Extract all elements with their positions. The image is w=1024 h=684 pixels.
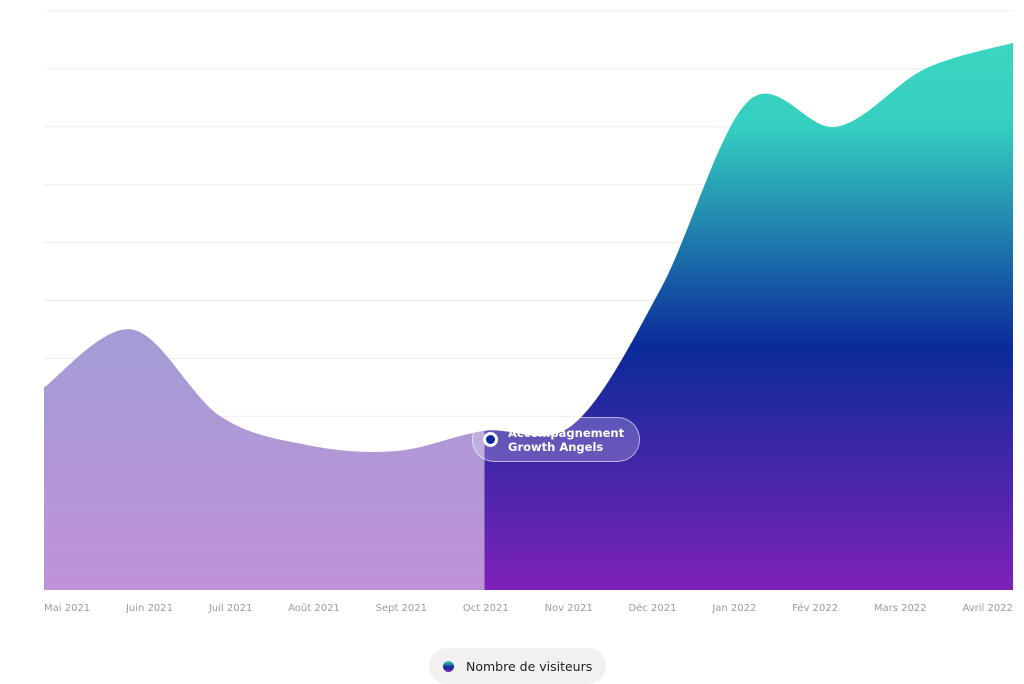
x-tick-label: Jan 2022 <box>712 603 757 614</box>
x-tick-label: Juin 2021 <box>125 603 174 614</box>
x-tick-label: Fév 2022 <box>792 603 839 614</box>
annotation: Accompagnement Growth Angels <box>472 417 640 462</box>
x-tick-label: Juil 2021 <box>208 603 253 614</box>
x-tick-label: Déc 2021 <box>628 603 677 614</box>
x-tick-label: Oct 2021 <box>462 603 509 614</box>
x-tick-label: Mai 2021 <box>44 603 91 614</box>
area <box>44 42 1013 591</box>
x-axis: Mai 2021 Juin 2021 Juil 2021 Août 2021 Sept … <box>44 603 1013 614</box>
legend[interactable]: Nombre de visiteurs <box>429 648 607 684</box>
annotation-text: Accompagnement <box>508 425 625 440</box>
x-tick-label: Nov 2021 <box>544 603 593 614</box>
legend-label: Nombre de visiteurs <box>466 658 593 674</box>
x-tick-label: Août 2021 <box>288 603 340 614</box>
x-tick-label: Mars 2022 <box>873 603 927 614</box>
annotation-text: Growth Angels <box>508 439 604 454</box>
x-tick-label: Sept 2021 <box>375 603 428 614</box>
x-tick-label: Avril 2022 <box>962 603 1013 614</box>
annotation-marker <box>483 432 498 447</box>
legend-swatch <box>443 660 454 672</box>
